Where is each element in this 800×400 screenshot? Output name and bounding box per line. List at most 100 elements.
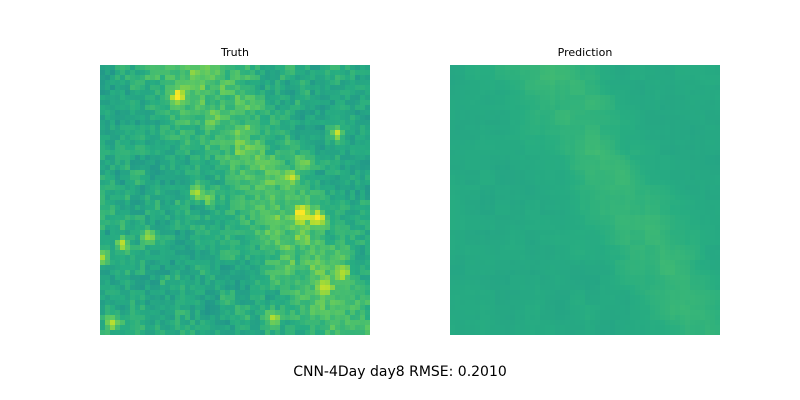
truth-heatmap-cell: [160, 80, 166, 86]
prediction-heatmap-cell: [675, 140, 681, 146]
prediction-heatmap-cell: [555, 175, 561, 181]
truth-heatmap-cell: [170, 240, 176, 246]
prediction-heatmap-cell: [530, 185, 536, 191]
truth-heatmap-cell: [315, 290, 321, 296]
truth-heatmap-cell: [255, 275, 261, 281]
prediction-heatmap-cell: [715, 125, 720, 131]
truth-heatmap-cell: [130, 65, 136, 71]
truth-heatmap-cell: [355, 175, 361, 181]
prediction-heatmap-cell: [650, 185, 656, 191]
truth-heatmap-cell: [360, 70, 366, 76]
prediction-heatmap-cell: [605, 105, 611, 111]
truth-heatmap-cell: [115, 215, 121, 221]
truth-heatmap-cell: [140, 285, 146, 291]
prediction-heatmap-cell: [650, 245, 656, 251]
prediction-heatmap-cell: [465, 140, 471, 146]
truth-heatmap-cell: [330, 90, 336, 96]
truth-heatmap-cell: [150, 265, 156, 271]
truth-heatmap-cell: [145, 75, 151, 81]
truth-heatmap-cell: [250, 100, 256, 106]
prediction-heatmap-cell: [595, 145, 601, 151]
prediction-heatmap-cell: [670, 95, 676, 101]
truth-heatmap-cell: [135, 175, 141, 181]
prediction-heatmap-cell: [605, 235, 611, 241]
prediction-heatmap-cell: [475, 140, 481, 146]
truth-heatmap-cell: [125, 155, 131, 161]
prediction-heatmap-cell: [705, 250, 711, 256]
truth-heatmap-cell: [285, 150, 291, 156]
truth-heatmap-cell: [140, 320, 146, 326]
prediction-heatmap-cell: [560, 185, 566, 191]
prediction-heatmap-cell: [535, 120, 541, 126]
truth-heatmap-cell: [100, 265, 106, 271]
prediction-heatmap-cell: [475, 190, 481, 196]
prediction-heatmap-cell: [600, 245, 606, 251]
truth-heatmap-cell: [235, 130, 241, 136]
prediction-heatmap-cell: [590, 160, 596, 166]
prediction-heatmap-cell: [450, 185, 456, 191]
truth-heatmap-cell: [250, 170, 256, 176]
truth-heatmap-cell: [285, 240, 291, 246]
truth-heatmap-cell: [360, 65, 366, 71]
prediction-heatmap-cell: [600, 120, 606, 126]
truth-heatmap-cell: [155, 70, 161, 76]
truth-heatmap-cell: [255, 305, 261, 311]
prediction-heatmap-cell: [700, 70, 706, 76]
prediction-heatmap-cell: [485, 155, 491, 161]
truth-heatmap-cell: [140, 240, 146, 246]
prediction-heatmap-cell: [505, 145, 511, 151]
truth-heatmap-cell: [125, 310, 131, 316]
prediction-heatmap-cell: [495, 180, 501, 186]
truth-heatmap-cell: [275, 130, 281, 136]
prediction-heatmap-cell: [710, 120, 716, 126]
prediction-heatmap-cell: [500, 250, 506, 256]
prediction-heatmap-cell: [635, 235, 641, 241]
prediction-heatmap-cell: [540, 80, 546, 86]
truth-heatmap-cell: [330, 120, 336, 126]
truth-heatmap-cell: [125, 150, 131, 156]
prediction-heatmap-cell: [645, 105, 651, 111]
prediction-heatmap-cell: [630, 135, 636, 141]
truth-heatmap-cell: [320, 275, 326, 281]
truth-heatmap-cell: [315, 270, 321, 276]
truth-heatmap-cell: [195, 120, 201, 126]
prediction-heatmap-cell: [605, 125, 611, 131]
prediction-heatmap-cell: [530, 230, 536, 236]
prediction-heatmap-cell: [665, 200, 671, 206]
truth-heatmap-cell: [235, 325, 241, 331]
prediction-heatmap-cell: [525, 65, 531, 71]
prediction-heatmap-cell: [590, 165, 596, 171]
truth-heatmap-cell: [180, 100, 186, 106]
prediction-heatmap-cell: [625, 205, 631, 211]
truth-heatmap-cell: [170, 185, 176, 191]
truth-heatmap-cell: [255, 240, 261, 246]
truth-heatmap-cell: [175, 250, 181, 256]
prediction-heatmap-cell: [465, 65, 471, 71]
prediction-heatmap-cell: [590, 245, 596, 251]
truth-heatmap-cell: [160, 270, 166, 276]
prediction-heatmap-cell: [650, 130, 656, 136]
truth-heatmap-cell: [190, 245, 196, 251]
prediction-heatmap-cell: [505, 115, 511, 121]
truth-heatmap-cell: [290, 325, 296, 331]
truth-heatmap-cell: [180, 255, 186, 261]
prediction-heatmap-cell: [450, 90, 456, 96]
truth-heatmap-cell: [130, 300, 136, 306]
truth-heatmap-cell: [225, 315, 231, 321]
truth-heatmap-cell: [255, 105, 261, 111]
truth-heatmap-cell: [320, 80, 326, 86]
truth-heatmap-cell: [320, 215, 326, 221]
prediction-heatmap-cell: [665, 235, 671, 241]
prediction-heatmap-cell: [610, 135, 616, 141]
truth-heatmap-cell: [205, 125, 211, 131]
truth-heatmap-cell: [220, 315, 226, 321]
truth-heatmap-cell: [285, 320, 291, 326]
truth-heatmap-cell: [295, 165, 301, 171]
truth-heatmap-cell: [285, 75, 291, 81]
truth-heatmap-cell: [315, 165, 321, 171]
prediction-heatmap-cell: [580, 125, 586, 131]
truth-heatmap-cell: [140, 145, 146, 151]
truth-heatmap-cell: [125, 240, 131, 246]
truth-heatmap-cell: [195, 100, 201, 106]
prediction-heatmap-cell: [595, 240, 601, 246]
